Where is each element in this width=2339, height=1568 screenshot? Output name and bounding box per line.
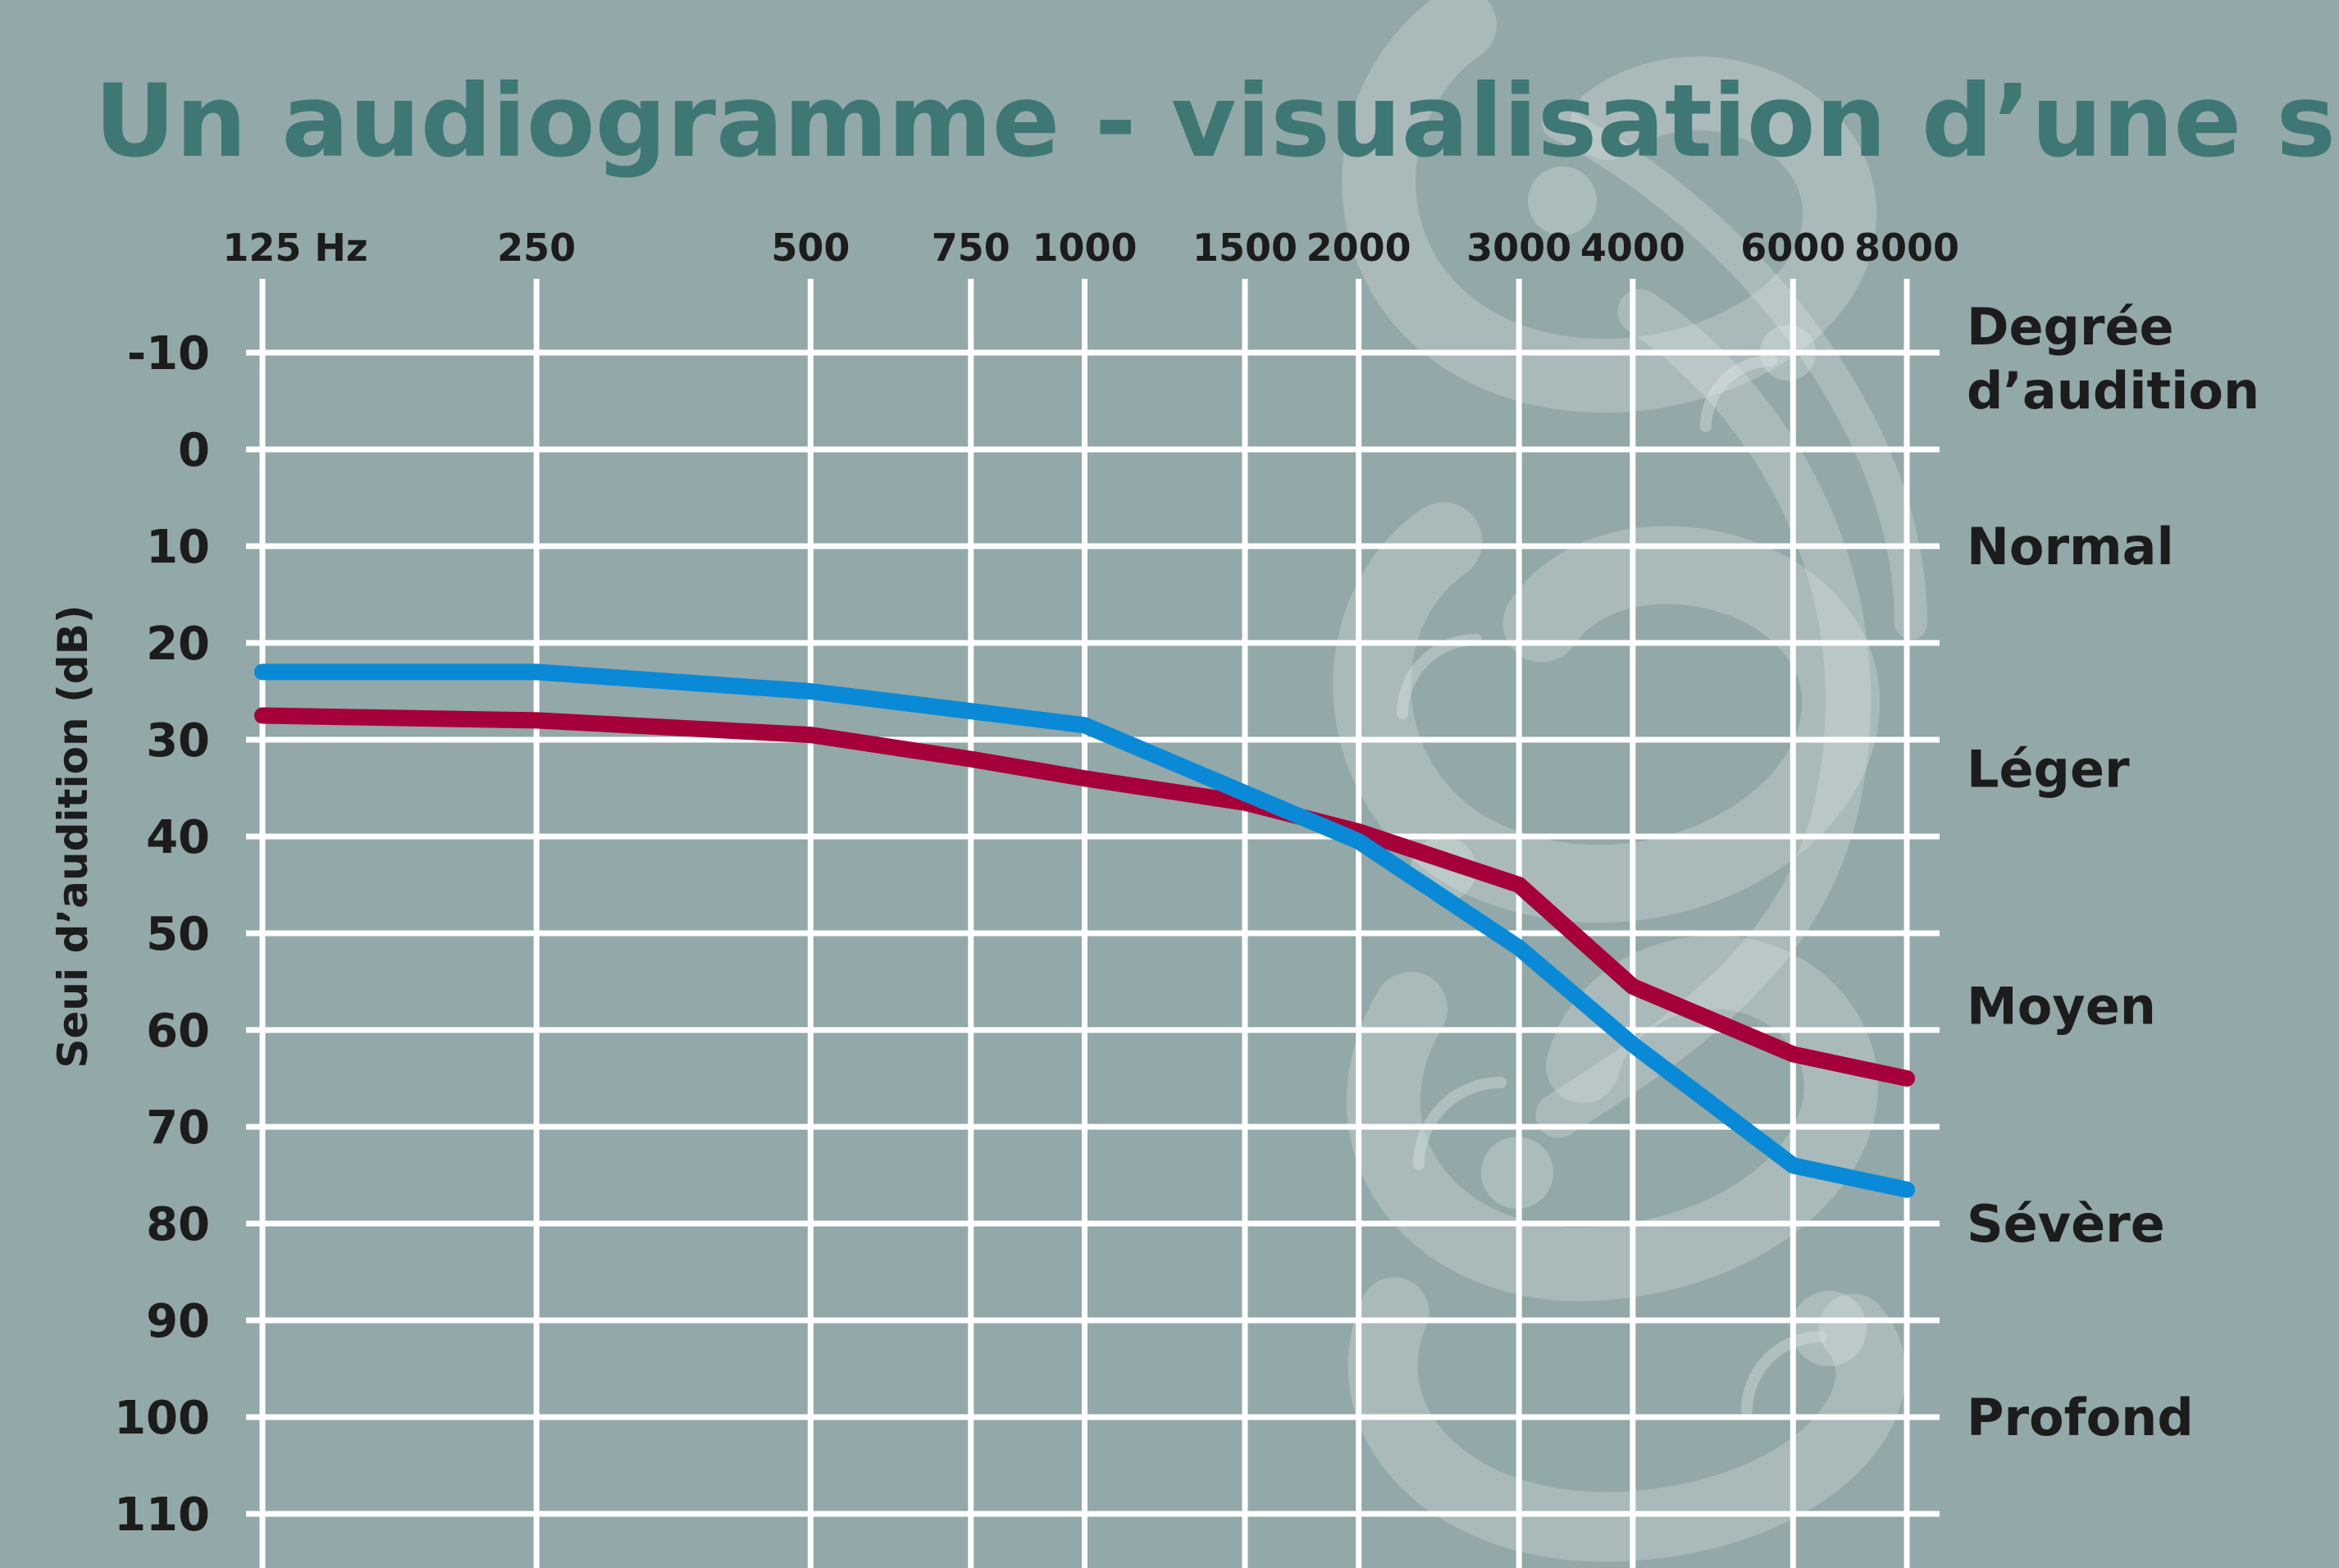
y-tick-label: 110: [114, 1488, 210, 1542]
swirl-arc: [1413, 1077, 1507, 1170]
y-tick-label: 20: [146, 618, 210, 671]
y-tick-label: 90: [146, 1295, 210, 1348]
degree-band-label: Profond: [1967, 1388, 2194, 1447]
y-tick-label: -10: [127, 327, 210, 381]
swirl-dot: [1528, 166, 1597, 235]
x-tick-label: 750: [932, 226, 1010, 270]
degree-band-label: Moyen: [1967, 977, 2156, 1037]
swirl-stroke: [1542, 107, 1927, 640]
x-axis-ticks: 125 Hz 250 500 750 1000 1500 2000 3000 4000 6000 8…: [222, 226, 1959, 270]
grid: [246, 279, 1940, 1568]
series-group: [254, 663, 1915, 1198]
y-tick-label: 80: [146, 1198, 210, 1251]
y-axis-ticks: -10 0 10 20 30 40 50 60 70 80 90 100 110: [114, 327, 210, 1542]
x-tick-label: 500: [771, 226, 850, 270]
degree-band-label: Normal: [1967, 517, 2174, 577]
chart-title: Un audiogramme - visualisation d’une sur…: [94, 63, 2339, 180]
x-tick-label: 2000: [1306, 226, 1411, 270]
y-axis-label: Seui d’audition (dB): [49, 604, 97, 1068]
swirl-arc: [1700, 355, 1777, 432]
y-tick-label: 100: [114, 1392, 210, 1445]
y-tick-label: 0: [178, 424, 210, 477]
x-tick-label: 125 Hz: [222, 226, 367, 270]
swirl-arc: [1741, 1331, 1826, 1416]
degree-band-label: Sévère: [1967, 1194, 2165, 1254]
x-tick-label: 250: [497, 226, 576, 270]
swirl-stroke: [1333, 502, 1880, 923]
y-tick-label: 50: [146, 908, 210, 961]
degree-heading: d’audition: [1967, 361, 2259, 421]
swirl-dot: [1791, 1291, 1867, 1366]
series-line: [254, 707, 1915, 1087]
x-tick-label: 1000: [1032, 226, 1137, 270]
y-tick-label: 40: [146, 811, 210, 864]
y-tick-label: 30: [146, 714, 210, 768]
degree-heading: Degrée: [1967, 297, 2174, 357]
swirl-stroke: [1535, 289, 1871, 1138]
swirl-stroke: [1346, 935, 1878, 1301]
degree-band-label: Léger: [1967, 739, 2130, 799]
series-line: [254, 663, 1915, 1198]
x-tick-label: 8000: [1854, 226, 1959, 270]
y-tick-label: 10: [146, 521, 210, 574]
x-tick-label: 3000: [1466, 226, 1571, 270]
swirl-stroke: [1342, 0, 1877, 413]
x-tick-label: 1500: [1192, 226, 1297, 270]
y-tick-label: 60: [146, 1005, 210, 1058]
x-tick-label: 4000: [1580, 226, 1685, 270]
y-tick-label: 70: [146, 1101, 210, 1155]
x-tick-label: 6000: [1740, 226, 1845, 270]
